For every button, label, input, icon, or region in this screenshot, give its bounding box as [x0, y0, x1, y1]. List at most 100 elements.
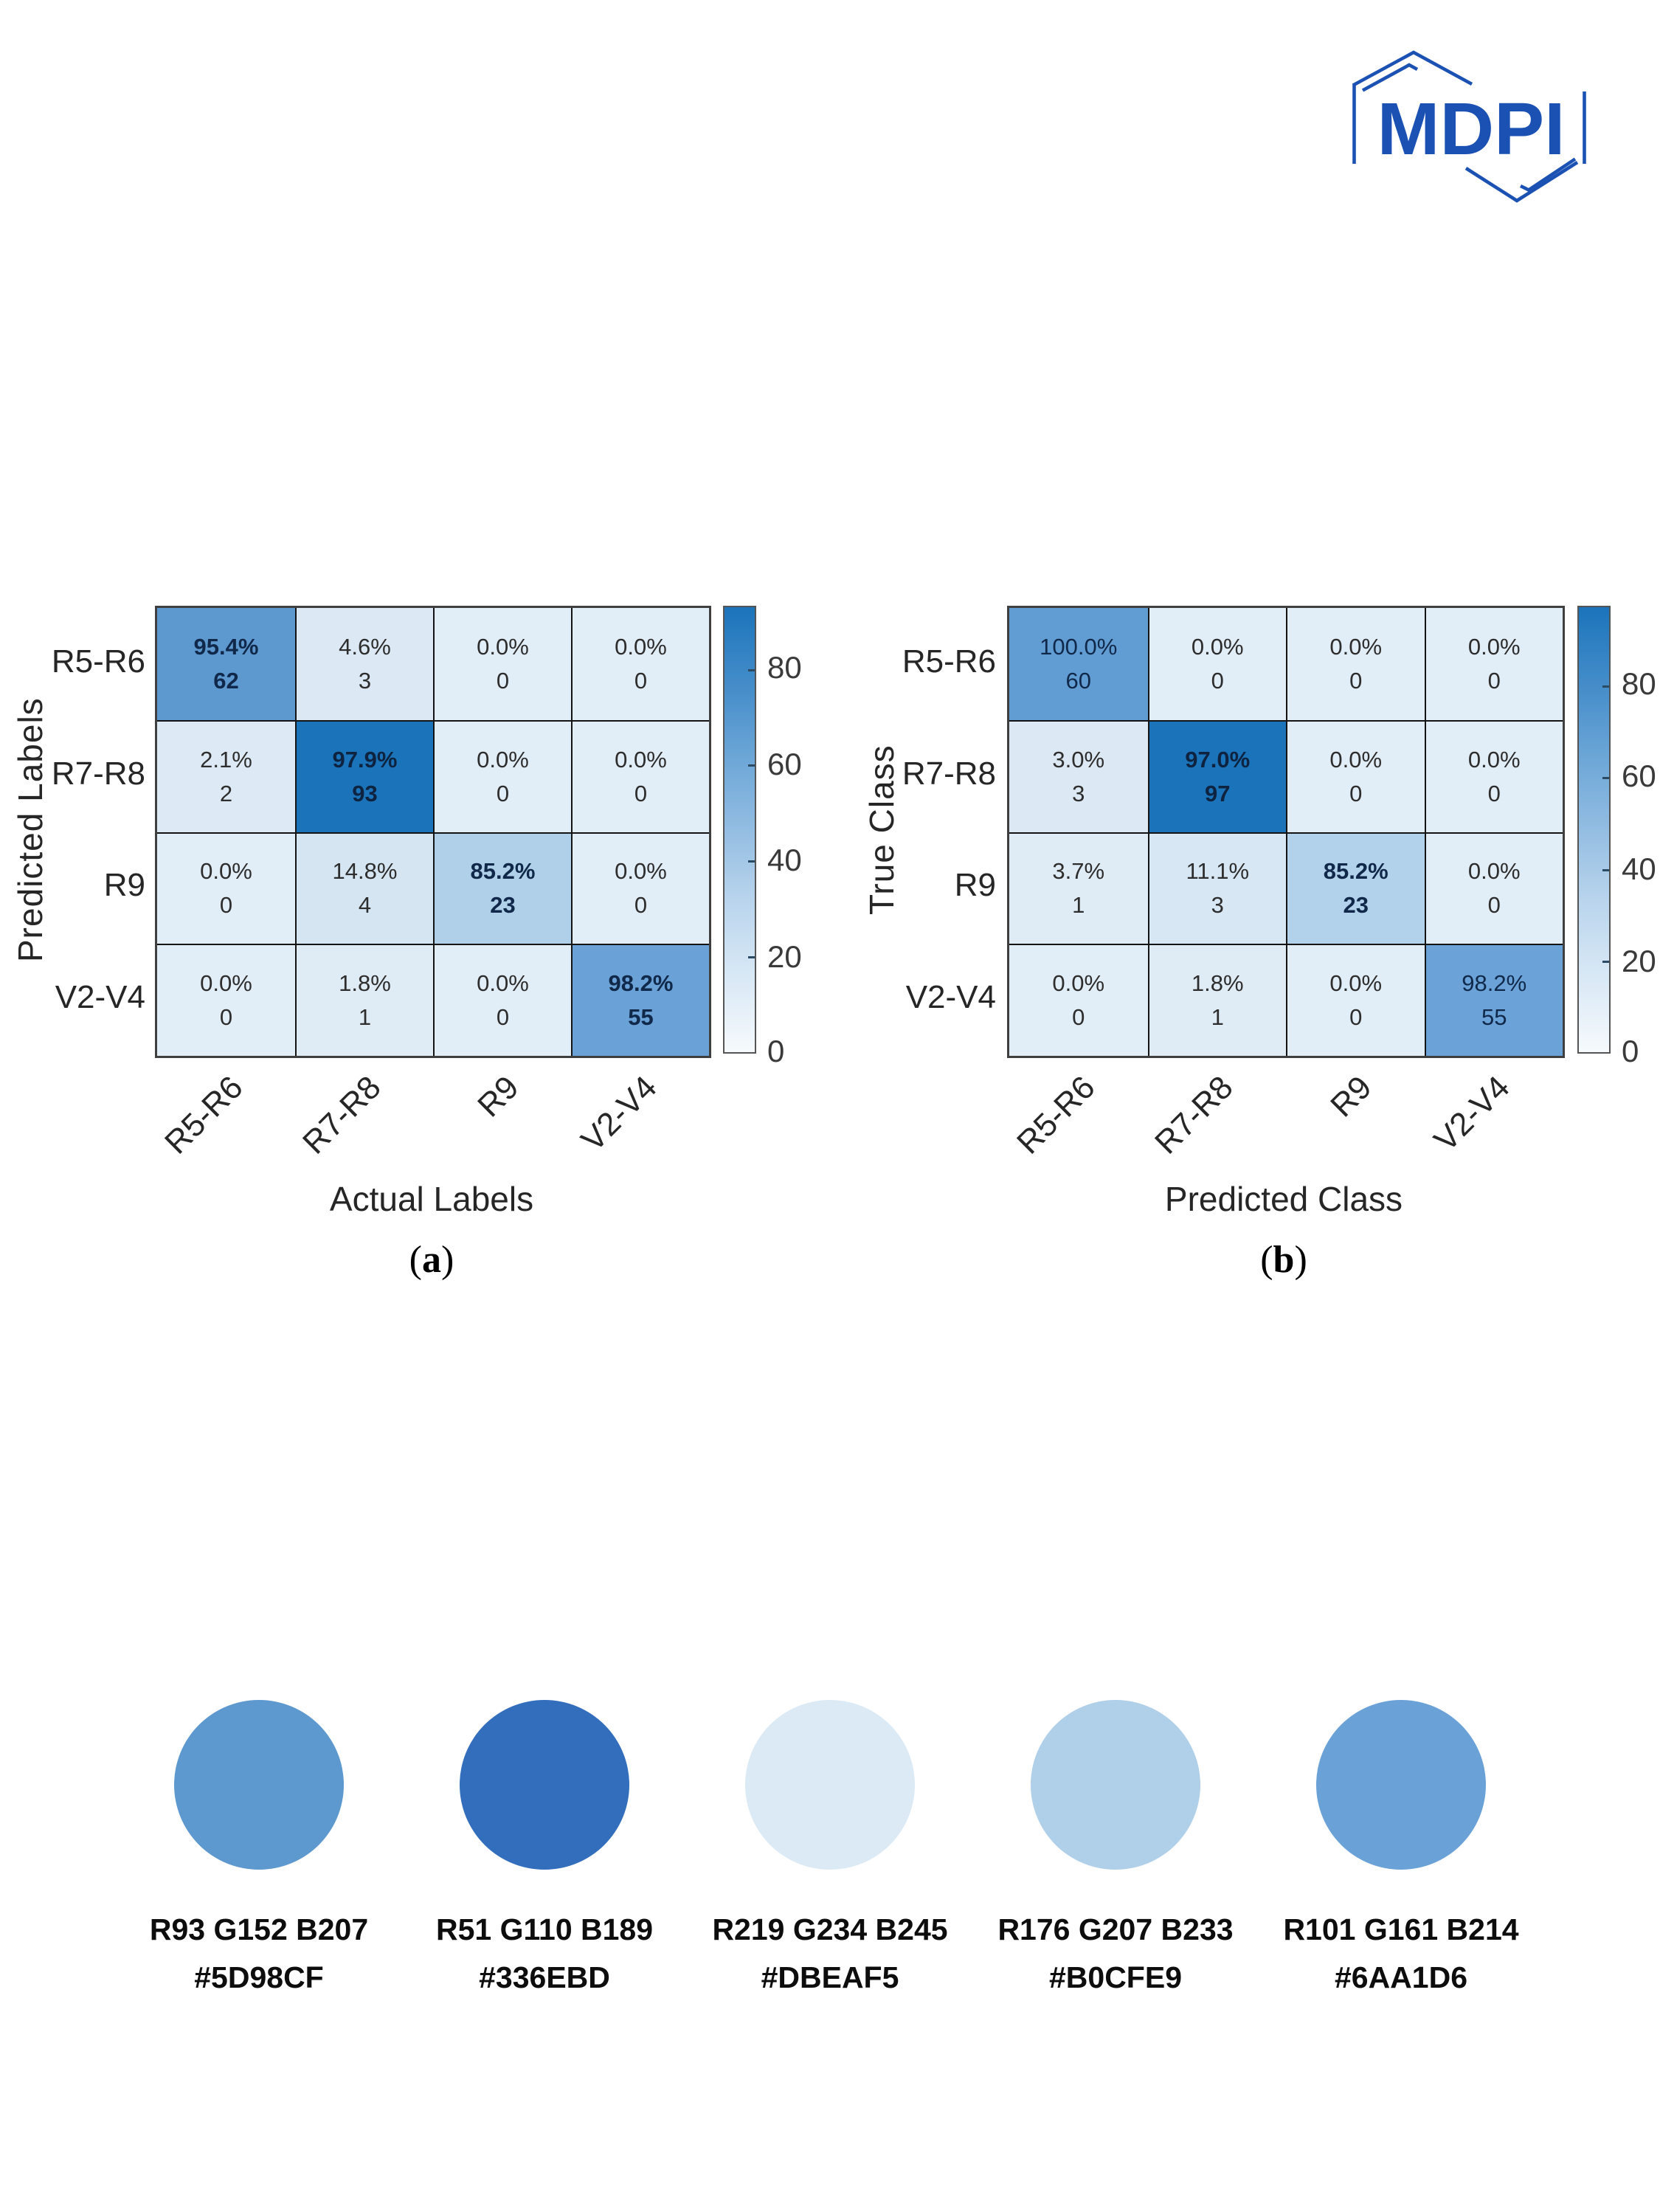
cell-count: 0	[496, 667, 510, 694]
row-label: R9	[103, 867, 145, 904]
matrix-cell: 100.0% 60	[1009, 608, 1148, 720]
cell-percent: 0.0%	[200, 858, 252, 885]
cell-percent: 2.1%	[200, 746, 252, 773]
chart-b-confusion-matrix: 100.0% 60 0.0% 0 0.0% 0 0.0% 0 3.0% 3 97.0% 97…	[1007, 606, 1565, 1058]
matrix-cell: 98.2% 55	[1424, 944, 1563, 1056]
cell-count: 55	[628, 1004, 654, 1031]
cell-percent: 0.0%	[615, 858, 667, 885]
cell-count: 2	[219, 780, 233, 806]
caption-paren: )	[1294, 1239, 1307, 1281]
swatch-circle-icon	[174, 1700, 344, 1870]
cell-count: 93	[352, 780, 378, 806]
cell-percent: 0.0%	[1467, 633, 1521, 660]
cell-percent: 95.4%	[193, 633, 259, 660]
row-label: R5-R6	[51, 643, 145, 680]
chart-a-colorbar-ticks: 80 60 40 20 0	[767, 606, 834, 1068]
cell-count: 0	[634, 780, 648, 806]
matrix-cell: 95.4% 62	[157, 608, 295, 720]
color-swatch: R101 G161 B214 #6AA1D6	[1283, 1700, 1519, 1995]
cell-percent: 0.0%	[477, 746, 529, 773]
matrix-cell: 1.8% 1	[295, 944, 433, 1056]
colorbar-tick-mark	[1602, 685, 1609, 688]
colorbar-tick-mark	[748, 764, 755, 767]
matrix-cell: 98.2% 55	[571, 944, 709, 1056]
cell-count: 23	[1343, 892, 1369, 919]
color-swatch: R93 G152 B207 #5D98CF	[150, 1700, 368, 1995]
swatch-rgb-label: R101 G161 B214	[1283, 1912, 1519, 1946]
chart-a-caption: (a)	[155, 1238, 708, 1282]
colorbar-tick-label: 80	[1622, 666, 1656, 702]
matrix-cell: 0.0% 0	[157, 832, 295, 944]
colorbar-tick-mark	[1602, 960, 1609, 963]
colorbar-tick-mark	[748, 955, 755, 958]
chart-b-colorbar-ticks: 80 60 40 20 0	[1622, 606, 1660, 1068]
x-tick-label: R9	[471, 1069, 526, 1124]
matrix-cell: 0.0% 0	[1424, 832, 1563, 944]
color-swatch: R176 G207 B233 #B0CFE9	[997, 1700, 1234, 1995]
cell-count: 0	[496, 780, 510, 806]
cell-percent: 0.0%	[1467, 746, 1521, 773]
cell-percent: 14.8%	[332, 858, 398, 885]
cell-count: 3	[358, 667, 372, 694]
color-swatch-row: R93 G152 B207 #5D98CF R51 G110 B189 #336…	[0, 1700, 1660, 1995]
colorbar-tick-mark	[748, 860, 755, 863]
chart-a-confusion-matrix: 95.4% 62 4.6% 3 0.0% 0 0.0% 0 2.1% 2 97.9% 93 …	[155, 606, 711, 1058]
cell-count: 0	[1349, 1004, 1363, 1031]
cell-count: 0	[634, 667, 648, 694]
cell-percent: 0.0%	[1329, 746, 1383, 773]
colorbar-tick-label: 60	[1622, 758, 1656, 794]
swatch-rgb-label: R219 G234 B245	[712, 1912, 948, 1946]
matrix-cell: 0.0% 0	[1009, 944, 1148, 1056]
chart-a-row-labels: R5-R6 R7-R8 R9 V2-V4	[44, 606, 145, 1054]
cell-percent: 0.0%	[1467, 858, 1521, 885]
matrix-cell: 1.8% 1	[1147, 944, 1286, 1056]
matrix-cell: 0.0% 0	[571, 608, 709, 720]
cell-percent: 0.0%	[1052, 970, 1105, 997]
row-label: R9	[954, 867, 996, 904]
matrix-cell: 0.0% 0	[1147, 608, 1286, 720]
matrix-cell: 11.1% 3	[1147, 832, 1286, 944]
chart-b-x-axis-title: Predicted Class	[1164, 1180, 1403, 1218]
mdpi-wordmark: MDPI	[1377, 88, 1566, 170]
matrix-cell: 0.0% 0	[1286, 719, 1425, 832]
colorbar-tick-mark	[748, 668, 755, 671]
matrix-cell: 0.0% 0	[433, 944, 571, 1056]
swatch-hex-label: #5D98CF	[194, 1960, 324, 1994]
matrix-cell: 97.9% 93	[295, 719, 433, 832]
cell-count: 97	[1205, 780, 1231, 806]
matrix-cell: 3.0% 3	[1009, 719, 1148, 832]
colorbar-tick-mark	[1602, 868, 1609, 871]
chart-b-row-labels: R5-R6 R7-R8 R9 V2-V4	[895, 606, 996, 1054]
swatch-hex-label: #6AA1D6	[1334, 1960, 1468, 1994]
cell-count: 0	[1211, 667, 1224, 694]
cell-percent: 98.2%	[608, 970, 674, 997]
cell-count: 55	[1481, 1004, 1507, 1031]
matrix-cell: 0.0% 0	[433, 608, 571, 720]
chart-a-colorbar	[723, 606, 756, 1054]
caption-paren: (	[1260, 1239, 1273, 1281]
cell-percent: 98.2%	[1462, 970, 1527, 997]
row-label: R5-R6	[902, 643, 996, 680]
swatch-hex-label: #DBEAF5	[761, 1960, 899, 1994]
cell-percent: 0.0%	[477, 633, 529, 660]
row-label: R7-R8	[902, 755, 996, 792]
swatch-circle-icon	[745, 1700, 915, 1870]
matrix-cell: 0.0% 0	[1286, 608, 1425, 720]
matrix-cell: 0.0% 0	[1286, 944, 1425, 1056]
cell-percent: 11.1%	[1186, 858, 1250, 885]
cell-count: 3	[1072, 780, 1085, 806]
colorbar-tick-label: 40	[767, 843, 802, 878]
matrix-cell: 0.0% 0	[571, 832, 709, 944]
matrix-cell: 0.0% 0	[1424, 719, 1563, 832]
cell-percent: 1.8%	[1191, 970, 1244, 997]
cell-percent: 0.0%	[1191, 633, 1244, 660]
mdpi-logo: MDPI	[1344, 43, 1591, 212]
swatch-hex-label: #336EBD	[479, 1960, 610, 1994]
cell-percent: 0.0%	[477, 970, 529, 997]
cell-count: 0	[1349, 780, 1363, 806]
cell-count: 0	[219, 892, 233, 919]
colorbar-tick-label: 20	[767, 939, 802, 974]
cell-percent: 0.0%	[1329, 633, 1383, 660]
matrix-cell: 97.0% 97	[1147, 719, 1286, 832]
